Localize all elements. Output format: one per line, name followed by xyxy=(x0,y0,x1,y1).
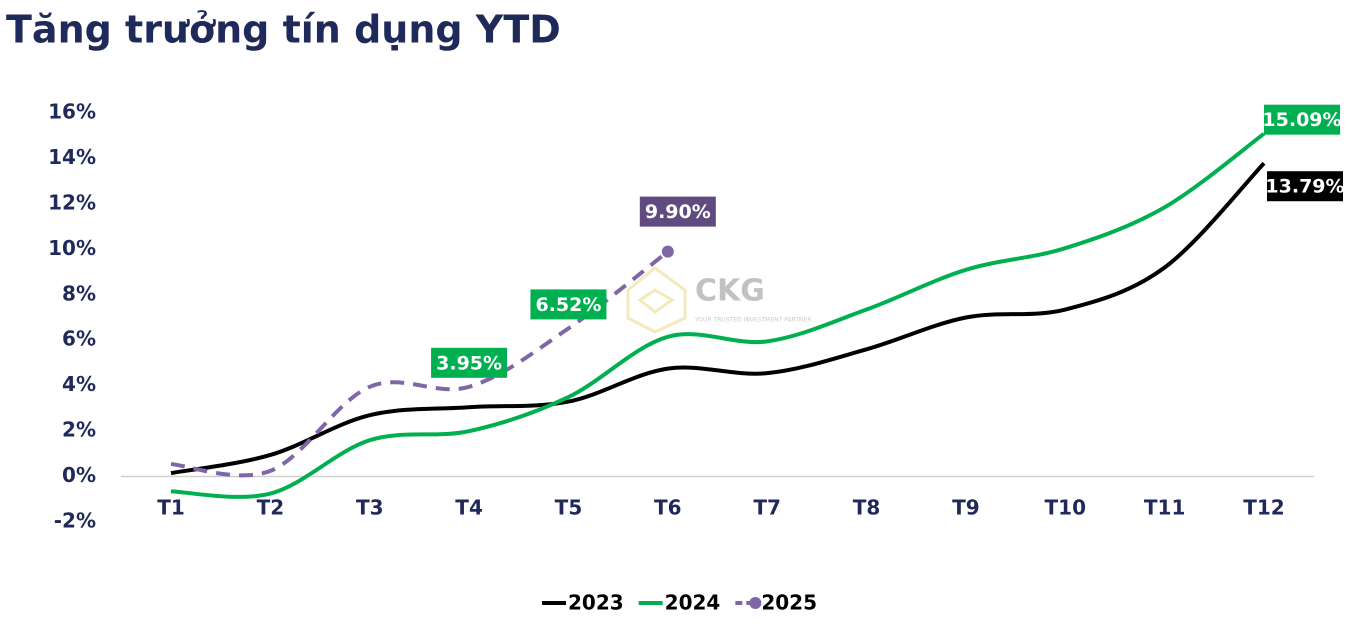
y-tick-label: 14% xyxy=(48,145,96,169)
data-label: 13.79% xyxy=(1265,176,1344,198)
x-tick-label: T4 xyxy=(455,496,483,520)
x-tick-label: T7 xyxy=(753,496,781,520)
y-tick-label: 10% xyxy=(48,236,96,260)
watermark-tagline: YOUR TRUSTED INVESTMENT PARTNER xyxy=(694,317,811,324)
y-tick-label: 6% xyxy=(62,327,96,351)
x-tick-label: T9 xyxy=(952,496,980,520)
x-tick-label: T11 xyxy=(1144,496,1185,520)
legend-label: 2023 xyxy=(568,591,624,615)
data-label-box xyxy=(530,289,607,320)
x-tick-label: T6 xyxy=(654,496,682,520)
x-tick-label: T1 xyxy=(157,496,185,520)
x-tick-label: T3 xyxy=(356,496,384,520)
x-tick-label: T2 xyxy=(257,496,285,520)
legend-marker xyxy=(749,597,762,609)
y-tick-label: 16% xyxy=(48,100,96,124)
chart-title: Tăng trưởng tín dụng YTD xyxy=(6,8,561,52)
y-tick-label: 8% xyxy=(62,281,96,305)
legend-label: 2024 xyxy=(665,591,721,615)
data-label-box xyxy=(431,347,508,378)
y-tick-label: 12% xyxy=(48,190,96,214)
data-label-box xyxy=(1267,171,1343,202)
point-marker xyxy=(661,245,674,258)
x-tick-label: T10 xyxy=(1045,496,1086,520)
series-line xyxy=(170,132,1266,499)
data-label-box xyxy=(639,196,716,227)
watermark: CKG YOUR TRUSTED INVESTMENT PARTNER xyxy=(626,266,811,334)
x-tick-label: T8 xyxy=(853,496,881,520)
x-tick-label: T12 xyxy=(1243,496,1284,520)
watermark-logo: CKG xyxy=(695,274,765,309)
data-label: 3.95% xyxy=(436,352,502,374)
y-tick-label: 4% xyxy=(62,372,96,396)
legend-label: 2025 xyxy=(761,591,817,615)
y-tick-label: 0% xyxy=(62,463,96,487)
x-tick-label: T5 xyxy=(555,496,583,520)
data-label: 6.52% xyxy=(535,294,601,316)
data-label: 9.90% xyxy=(645,201,711,223)
data-label-box xyxy=(1264,104,1340,135)
data-label: 15.09% xyxy=(1262,109,1341,131)
series-line xyxy=(170,161,1266,476)
y-tick-label: -2% xyxy=(54,509,96,533)
watermark-icon xyxy=(637,288,675,314)
y-tick-label: 2% xyxy=(62,418,96,442)
watermark-icon xyxy=(626,266,687,334)
